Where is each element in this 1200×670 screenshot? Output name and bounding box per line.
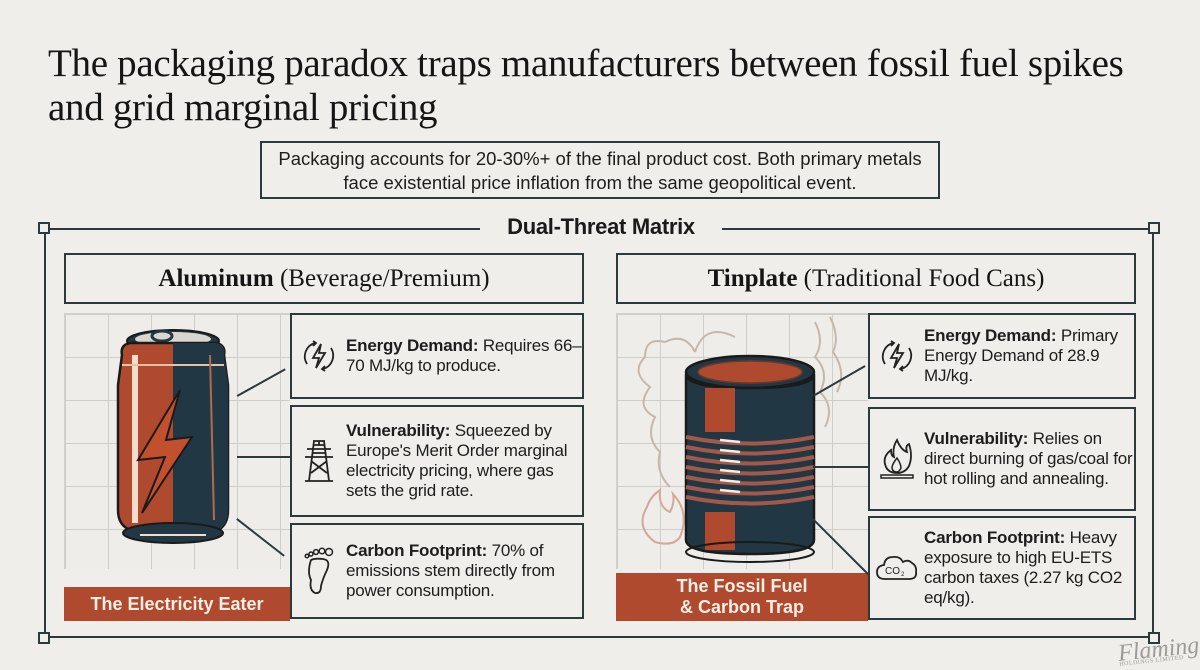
matrix-label: Dual-Threat Matrix: [507, 214, 695, 239]
column-name: Tinplate: [707, 265, 798, 292]
banner-electricity-eater: The Electricity Eater: [64, 587, 290, 621]
connector-line: [813, 466, 870, 468]
corner-handle-icon: [38, 222, 50, 234]
banner-line: & Carbon Trap: [679, 597, 804, 617]
corner-handle-icon: [1148, 222, 1160, 234]
corner-handle-icon: [38, 632, 50, 644]
card-tinplate-vulnerability: Vulnerability: Relies on direct burning …: [868, 407, 1136, 511]
card-tinplate-energy-demand: Energy Demand: Primary Energy Demand of …: [868, 313, 1136, 399]
frame-rule-right: [722, 228, 1154, 230]
connector-line: [237, 456, 290, 458]
banner-fossil-fuel-trap: The Fossil Fuel & Carbon Trap: [616, 573, 868, 621]
card-tinplate-carbon-footprint: CO 2 Carbon Footprint: Heavy exposure to …: [868, 516, 1136, 620]
co2-cloud-icon: CO 2: [870, 553, 924, 583]
corner-handle-icon: [1148, 632, 1160, 644]
column-name: Aluminum: [158, 265, 274, 292]
frame-rule-left: [44, 228, 480, 230]
card-title: Carbon Footprint:: [924, 528, 1066, 547]
card-body: Primary Energy Demand of 28.9 MJ/kg.: [924, 326, 1118, 385]
banner-line: The Fossil Fuel: [676, 576, 808, 596]
card-body: Squeezed by Europe's Merit Order margina…: [346, 421, 568, 500]
svg-text:2: 2: [901, 572, 905, 578]
column-header-aluminum: Aluminum (Beverage/Premium): [64, 253, 584, 304]
column-subname: (Traditional Food Cans): [797, 265, 1045, 292]
card-aluminum-vulnerability: Vulnerability: Squeezed by Europe's Meri…: [290, 405, 584, 517]
card-title: Energy Demand:: [924, 326, 1057, 345]
card-title: Vulnerability:: [346, 421, 451, 440]
page-title: The packaging paradox traps manufacturer…: [48, 42, 1124, 129]
aluminum-can-illustration: [116, 329, 230, 544]
flame-icon: [870, 438, 924, 480]
card-aluminum-energy-demand: Energy Demand: Requires 66–70 MJ/kg to p…: [290, 313, 584, 399]
card-body: Heavy exposure to high EU-ETS carbon tax…: [924, 528, 1123, 607]
column-header-tinplate: Tinplate (Traditional Food Cans): [616, 253, 1136, 304]
card-title: Carbon Footprint:: [346, 541, 488, 560]
card-aluminum-carbon-footprint: Carbon Footprint: 70% of emissions stem …: [290, 523, 584, 619]
column-subname: (Beverage/Premium): [273, 265, 490, 292]
card-body: Relies on direct burning of gas/coal for…: [924, 429, 1133, 488]
card-title: Vulnerability:: [924, 429, 1029, 448]
energy-cycle-icon: [870, 336, 924, 376]
tinplate-can-illustration: [637, 316, 843, 563]
summary-box: Packaging accounts for 20-30%+ of the fi…: [260, 141, 940, 199]
card-title: Energy Demand:: [346, 336, 479, 355]
card-body: Requires 66–70 MJ/kg to produce.: [346, 336, 582, 375]
footprint-icon: [292, 546, 346, 596]
matrix-frame: [44, 228, 1154, 638]
card-body: 70% of emissions stem directly from powe…: [346, 541, 555, 600]
energy-cycle-icon: [292, 336, 346, 376]
power-tower-icon: [292, 439, 346, 483]
svg-text:CO: CO: [885, 566, 900, 577]
